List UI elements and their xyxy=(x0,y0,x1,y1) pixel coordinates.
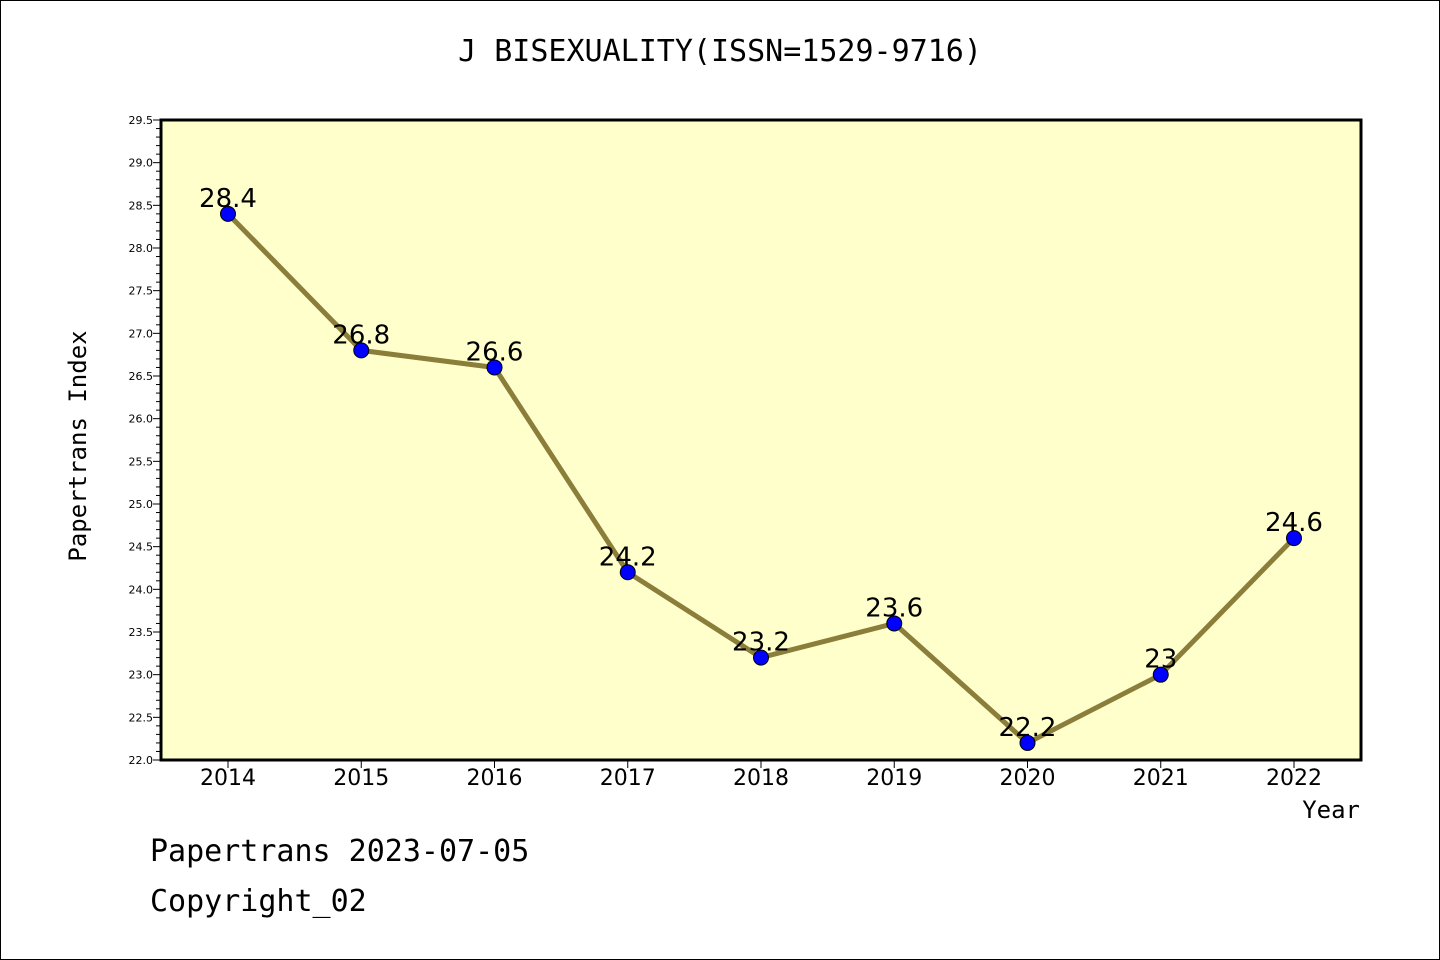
y-tick-label: 23.0 xyxy=(129,669,154,682)
y-tick-label: 26.0 xyxy=(129,413,154,426)
data-labels: 28.4 26.8 26.6 24.2 23.2 23.6 22.2 23 24.6 xyxy=(199,184,1323,743)
data-point xyxy=(353,342,370,359)
y-tick-label: 22.0 xyxy=(129,754,154,767)
data-label: 26.6 xyxy=(466,337,524,367)
x-tick-label: 2021 xyxy=(1133,766,1189,791)
x-ticks: 2014 2015 2016 2017 2018 2019 2020 2021 2022 xyxy=(200,760,1322,791)
data-label: 24.6 xyxy=(1265,508,1323,538)
data-label: 28.4 xyxy=(199,184,257,214)
y-tick-label: 27.0 xyxy=(129,327,154,340)
data-point xyxy=(220,205,236,222)
data-point xyxy=(1286,530,1302,547)
y-tick-label: 25.5 xyxy=(129,455,154,468)
data-label: 23.2 xyxy=(732,628,790,658)
footer-date: Papertrans 2023-07-05 xyxy=(150,834,530,869)
x-tick-label: 2017 xyxy=(600,766,656,791)
data-point xyxy=(1152,666,1169,683)
x-tick-label: 2022 xyxy=(1266,766,1322,791)
data-label: 23.6 xyxy=(865,593,923,623)
data-label: 24.2 xyxy=(599,542,657,572)
data-label: 26.8 xyxy=(332,320,390,350)
chart-title: J BISEXUALITY(ISSN=1529-9716) xyxy=(458,34,982,69)
data-label: 22.2 xyxy=(999,713,1057,743)
y-tick-label: 24.0 xyxy=(129,583,154,596)
footer-copyright: Copyright_02 xyxy=(150,884,367,919)
data-point xyxy=(486,359,503,376)
y-tick-label: 29.0 xyxy=(129,157,154,170)
y-tick-label: 22.5 xyxy=(129,711,154,724)
y-ticks: 22.0 22.5 23.0 23.5 24.0 24.5 25.0 25.5 26.0 26.5… xyxy=(129,114,161,767)
y-tick-label: 28.5 xyxy=(129,199,154,212)
x-tick-label: 2018 xyxy=(733,766,789,791)
y-tick-label: 24.5 xyxy=(129,541,154,554)
x-tick-label: 2020 xyxy=(1000,766,1056,791)
x-tick-label: 2016 xyxy=(467,766,523,791)
data-point xyxy=(753,649,769,666)
data-label: 23 xyxy=(1144,645,1177,675)
data-point xyxy=(1019,734,1036,751)
x-axis-label: Year xyxy=(1302,796,1360,824)
x-tick-label: 2015 xyxy=(333,766,389,791)
x-tick-label: 2014 xyxy=(200,766,256,791)
y-tick-label: 27.5 xyxy=(129,285,154,298)
data-point xyxy=(886,615,903,632)
y-tick-label: 26.5 xyxy=(129,370,154,383)
y-tick-label: 23.5 xyxy=(129,626,154,639)
y-tick-label: 25.0 xyxy=(129,498,154,511)
y-tick-label: 28.0 xyxy=(129,242,154,255)
data-point xyxy=(619,564,636,581)
data-points xyxy=(220,205,1302,751)
x-tick-label: 2019 xyxy=(866,766,922,791)
plot-border xyxy=(159,118,1363,762)
y-tick-label: 29.5 xyxy=(129,114,154,127)
